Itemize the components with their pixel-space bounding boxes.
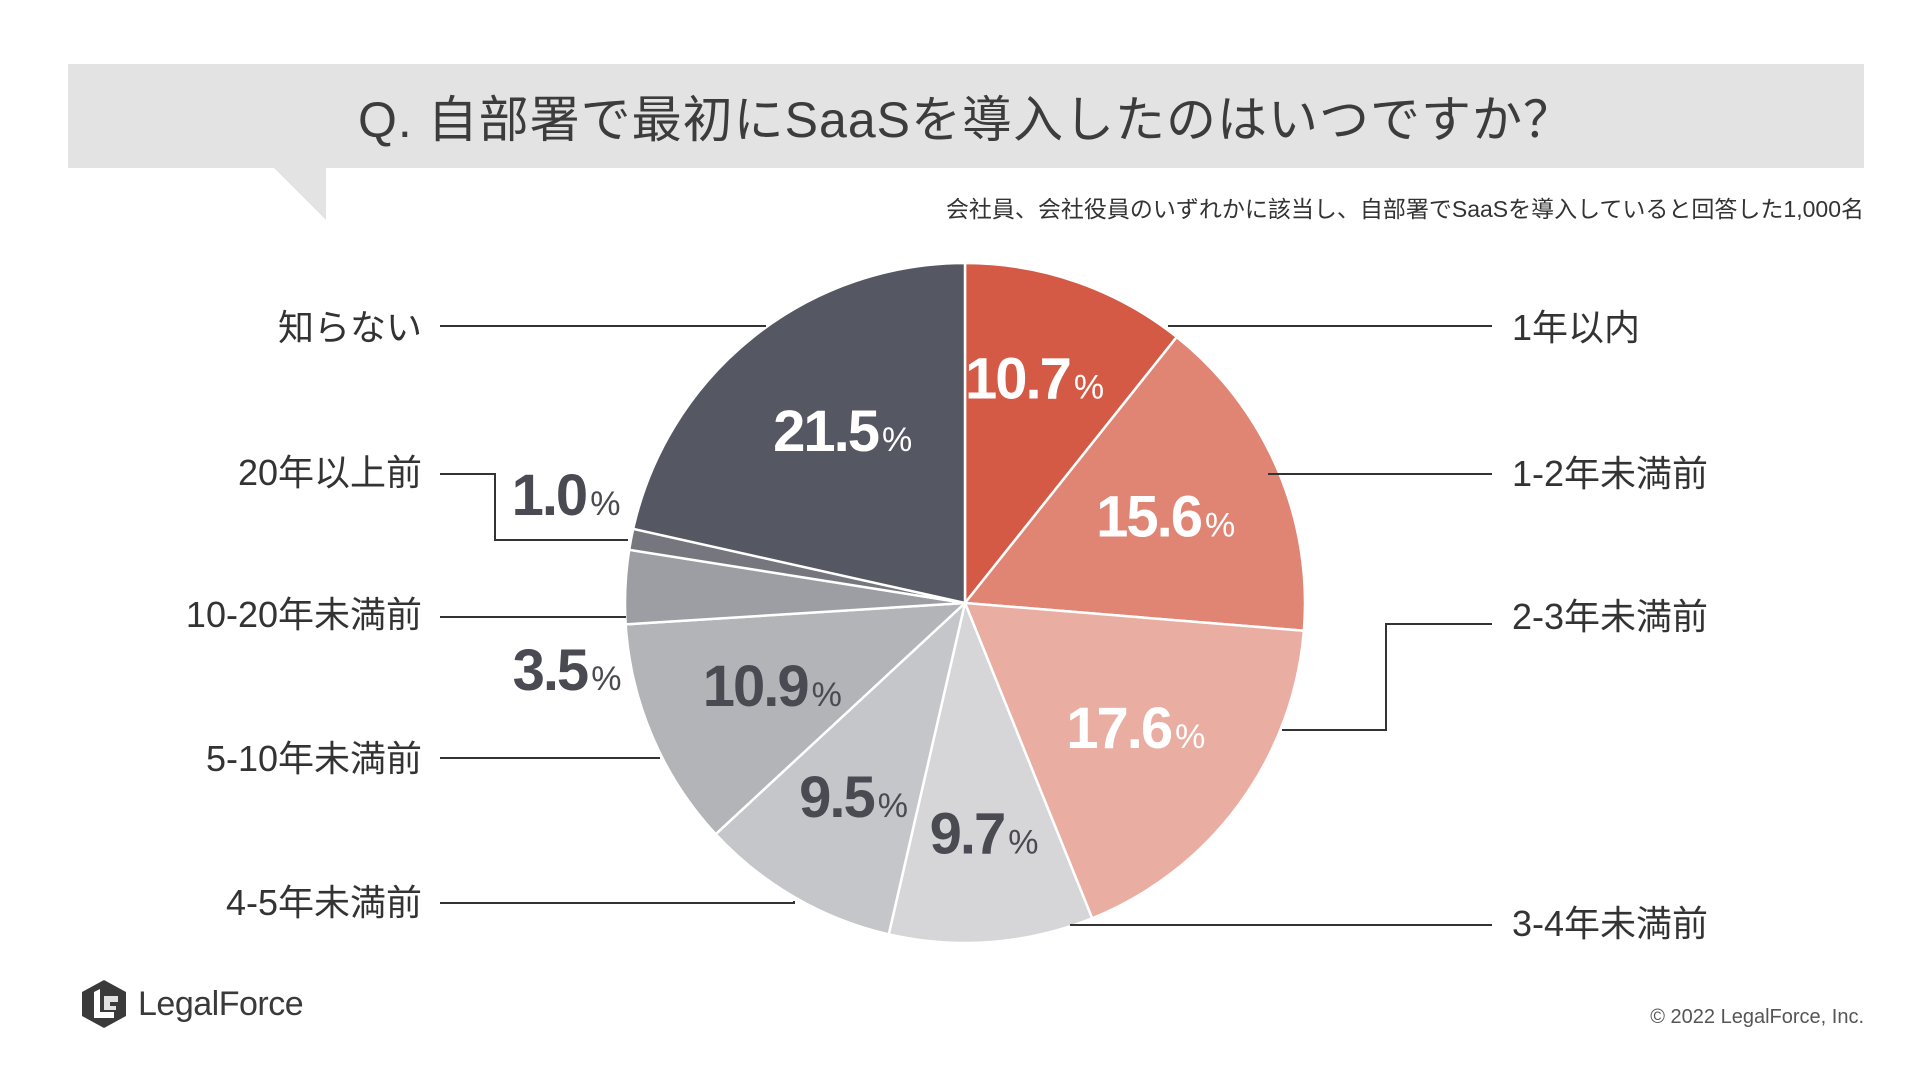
value-label-2-3: 17.6% [1066,696,1205,761]
category-labels: 1年以内 1-2年未満前 2-3年未満前 3-4年未満前 4-5年未満前 5-10年未満前… [186,307,1708,944]
value-label-4-5: 9.5% [799,765,908,830]
brand-logo: LegalForce [80,978,304,1030]
pie-slice-2-3 [963,601,1306,920]
category-label-20: 20年以上前 [238,452,422,493]
category-label-1: 1年以内 [1512,307,1640,348]
category-label-1-2: 1-2年未満前 [1512,453,1708,494]
brand-name: LegalForce [138,984,304,1023]
value-label-1: 10.7% [965,346,1104,411]
value-label-20: 1.0% [512,463,621,528]
pie-slice-1-2 [963,335,1307,632]
category-label-2-3: 2-3年未満前 [1512,596,1708,637]
leader-line-2-3 [1282,623,1492,731]
pie-slice-4-5 [714,601,967,936]
value-label-1-2: 15.6% [1096,485,1235,550]
leader-lines [440,325,1492,926]
pie-slice-x [631,261,967,605]
respondent-note: 会社員、会社役員のいずれかに該当し、自部署でSaaSを導入していると回答した1,… [945,196,1864,222]
value-labels: 10.7 % 15.6 % 17.6 % 9.7 % 9.5 % 10.9 % 3.5 % 1.0 % 21.5… [512,346,1237,867]
category-label-3-4: 3-4年未満前 [1512,903,1708,944]
value-label-x: 21.5% [773,399,912,464]
category-label-5-10: 5-10年未満前 [206,738,422,779]
pie-slice-3-4 [887,601,1094,945]
pie-slices [623,261,1307,945]
chart-title: Q. 自部署で最初にSaaSを導入したのはいつですか？ [358,92,1574,148]
speech-bubble-tail [272,166,326,220]
value-label-5-10: 10.9% [703,654,842,719]
pie-slice-1 [963,261,1178,605]
copyright: © 2022 LegalForce, Inc. [1650,1006,1864,1028]
legalforce-logo-icon [82,980,126,1028]
value-label-3-4: 9.7% [930,802,1039,867]
leader-line-4-5 [440,901,795,904]
value-label-10-20: 3.5% [513,638,622,703]
title-banner: Q. 自部署で最初にSaaSを導入したのはいつですか？ [68,64,1864,168]
category-label-x: 知らない [278,307,422,348]
category-label-4-5: 4-5年未満前 [226,882,422,923]
leader-line-20 [440,473,628,541]
pie-slice-5-10 [624,601,967,836]
category-label-10-20: 10-20年未満前 [186,594,422,635]
